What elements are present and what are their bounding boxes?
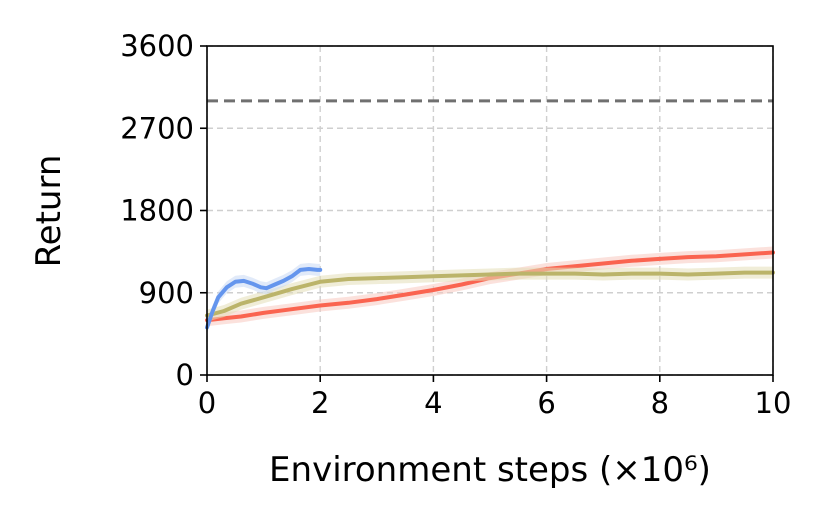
y-tick-label: 0 xyxy=(176,358,194,392)
x-axis-label: Environment steps (×10⁶) xyxy=(269,450,711,490)
series-band-0 xyxy=(207,246,773,327)
tick-layer: 0 2 4 6 8 10 0 900 1800 2700 3600 xyxy=(120,29,791,420)
y-tick-label: 3600 xyxy=(120,29,194,63)
y-axis-label: Return xyxy=(29,155,69,268)
x-tick-label: 0 xyxy=(198,386,216,420)
series-line-1 xyxy=(205,270,775,318)
series-layer xyxy=(205,246,775,334)
x-tick-label: 2 xyxy=(311,386,329,420)
series-line-0 xyxy=(205,250,775,323)
x-tick-label: 6 xyxy=(537,386,555,420)
y-tick-label: 2700 xyxy=(120,111,194,145)
y-tick-label: 1800 xyxy=(120,194,194,228)
y-tick-label: 900 xyxy=(139,276,194,310)
x-tick-label: 4 xyxy=(424,386,442,420)
series-line-2 xyxy=(205,267,323,330)
grid-layer xyxy=(206,45,774,376)
x-tick-label: 10 xyxy=(755,386,792,420)
x-tick-label: 8 xyxy=(651,386,669,420)
